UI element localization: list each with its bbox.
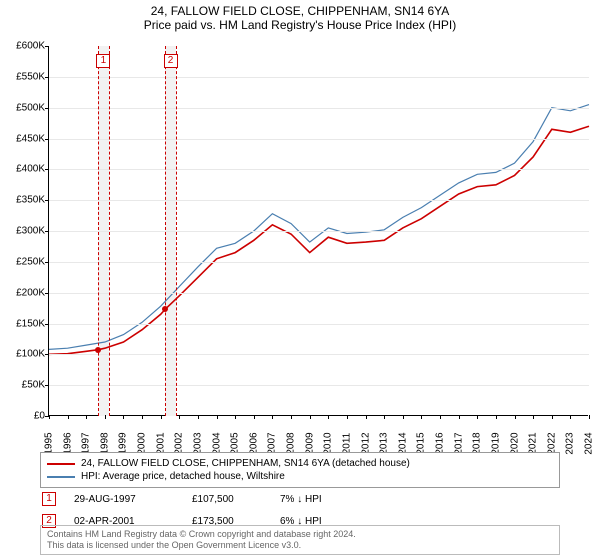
x-tick [515,415,516,419]
y-tick [45,262,49,263]
chart-title: 24, FALLOW FIELD CLOSE, CHIPPENHAM, SN14… [0,0,600,18]
x-tick [477,415,478,419]
x-tick [552,415,553,419]
legend-swatch [47,476,75,478]
x-tick [570,415,571,419]
y-tick [45,231,49,232]
sale-date: 29-AUG-1997 [74,494,174,505]
sale-row: 1 29-AUG-1997 £107,500 7% ↓ HPI [40,488,560,510]
x-tick [105,415,106,419]
x-tick [161,415,162,419]
x-tick [49,415,50,419]
y-axis-label: £550K [5,71,45,82]
x-tick [291,415,292,419]
y-tick [45,354,49,355]
gridline [49,231,589,232]
gridline [49,200,589,201]
y-axis-label: £200K [5,287,45,298]
sale-dash [176,46,177,416]
legend-row: HPI: Average price, detached house, Wilt… [47,470,553,483]
sale-price: £107,500 [192,494,262,505]
x-tick [421,415,422,419]
footer-line2: This data is licensed under the Open Gov… [47,540,553,551]
chart-subtitle: Price paid vs. HM Land Registry's House … [0,18,600,34]
sale-dot [95,347,101,353]
y-axis-label: £400K [5,164,45,175]
legend-and-sales: 24, FALLOW FIELD CLOSE, CHIPPENHAM, SN14… [40,452,560,532]
gridline [49,385,589,386]
y-axis-label: £250K [5,256,45,267]
footer-line1: Contains HM Land Registry data © Crown c… [47,529,553,540]
y-tick [45,200,49,201]
x-tick [217,415,218,419]
sale-diff: 7% ↓ HPI [280,494,360,505]
chart-area: £0£50K£100K£150K£200K£250K£300K£350K£400… [48,46,588,436]
x-tick [496,415,497,419]
series-hpi [49,105,589,350]
y-tick [45,324,49,325]
series-property [49,126,589,354]
y-tick [45,293,49,294]
gridline [49,262,589,263]
x-tick [123,415,124,419]
x-tick [254,415,255,419]
gridline [49,169,589,170]
legend-label: 24, FALLOW FIELD CLOSE, CHIPPENHAM, SN14… [81,458,410,469]
y-axis-label: £50K [5,380,45,391]
y-axis-label: £450K [5,133,45,144]
x-tick [68,415,69,419]
sale-dash [98,46,99,416]
x-tick [440,415,441,419]
x-tick [198,415,199,419]
x-axis-label: 2023 [565,432,576,454]
plot-region: £0£50K£100K£150K£200K£250K£300K£350K£400… [48,46,588,416]
gridline [49,293,589,294]
x-tick [86,415,87,419]
gridline [49,77,589,78]
y-tick [45,108,49,109]
sale-dash [165,46,166,416]
x-tick [533,415,534,419]
legend-row: 24, FALLOW FIELD CLOSE, CHIPPENHAM, SN14… [47,457,553,470]
x-tick [589,415,590,419]
y-axis-label: £100K [5,349,45,360]
gridline [49,354,589,355]
x-tick [328,415,329,419]
sale-dash [109,46,110,416]
footer-attribution: Contains HM Land Registry data © Crown c… [40,525,560,556]
x-tick [310,415,311,419]
legend-label: HPI: Average price, detached house, Wilt… [81,471,285,482]
y-axis-label: £150K [5,318,45,329]
sale-marker-on-chart: 1 [96,54,110,68]
legend-box: 24, FALLOW FIELD CLOSE, CHIPPENHAM, SN14… [40,452,560,488]
x-tick [347,415,348,419]
legend-swatch [47,463,75,465]
y-axis-label: £350K [5,195,45,206]
sale-dot [162,306,168,312]
y-axis-label: £0 [5,411,45,422]
x-tick [459,415,460,419]
y-tick [45,169,49,170]
y-tick [45,77,49,78]
sale-marker-on-chart: 2 [164,54,178,68]
y-tick [45,46,49,47]
gridline [49,324,589,325]
y-tick [45,385,49,386]
x-tick [366,415,367,419]
x-tick [179,415,180,419]
x-tick [272,415,273,419]
gridline [49,108,589,109]
x-tick [235,415,236,419]
x-tick [142,415,143,419]
y-axis-label: £600K [5,41,45,52]
sale-marker: 1 [42,492,56,506]
x-tick [384,415,385,419]
y-axis-label: £300K [5,226,45,237]
x-axis-label: 2024 [584,432,595,454]
gridline [49,139,589,140]
y-axis-label: £500K [5,102,45,113]
y-tick [45,139,49,140]
x-tick [403,415,404,419]
